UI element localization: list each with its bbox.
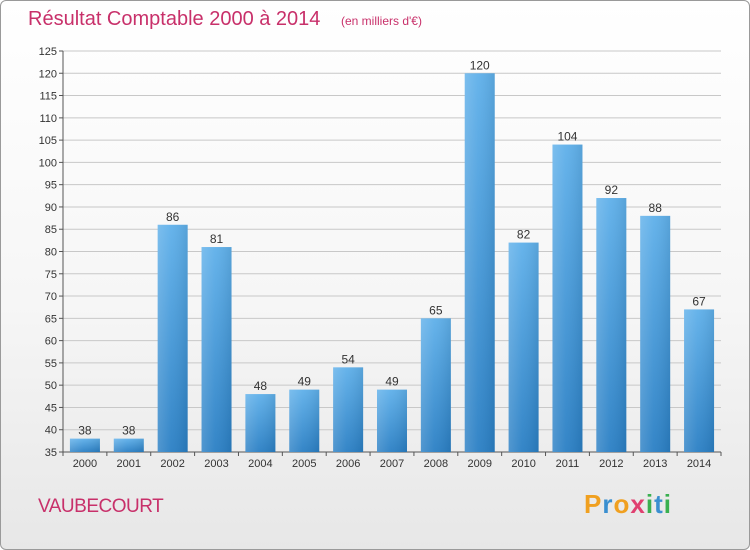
- bar-shine: [640, 215, 671, 452]
- y-tick-label: 100: [39, 157, 57, 169]
- bar-shine: [464, 73, 495, 453]
- x-tick-label: 2012: [599, 458, 623, 470]
- y-tick-label: 50: [45, 380, 57, 392]
- x-tick-label: 2011: [556, 458, 580, 470]
- x-tick-label: 2006: [336, 458, 360, 470]
- y-tick-label: 45: [45, 402, 57, 414]
- data-label: 120: [470, 58, 490, 72]
- logo-letter: r: [602, 489, 614, 519]
- x-tick-label: 2004: [248, 458, 272, 470]
- data-label: 38: [122, 424, 136, 438]
- x-tick-label: 2007: [380, 458, 404, 470]
- bar-shine: [69, 438, 100, 452]
- x-tick-label: 2010: [511, 458, 535, 470]
- data-label: 49: [385, 375, 399, 389]
- data-label: 67: [692, 294, 706, 308]
- data-label: 54: [341, 352, 355, 366]
- x-tick-label: 2003: [204, 458, 228, 470]
- proxiti-logo: Proxiti: [584, 489, 672, 520]
- chart-title: Résultat Comptable 2000 à 2014: [28, 8, 321, 30]
- bar-shine: [508, 242, 539, 452]
- y-tick-label: 90: [45, 202, 57, 214]
- commune-name: VAUBECOURT: [38, 496, 164, 517]
- x-tick-label: 2013: [643, 458, 667, 470]
- data-label: 88: [649, 201, 663, 215]
- y-tick-label: 115: [39, 91, 57, 103]
- y-tick-label: 70: [45, 291, 57, 303]
- chart-subtitle: (en milliers d'€): [341, 14, 422, 28]
- bar-shine: [420, 318, 451, 452]
- y-tick-label: 35: [45, 447, 57, 459]
- y-tick-label: 125: [39, 46, 57, 58]
- bar-shine: [289, 389, 320, 452]
- bar-shine: [201, 247, 232, 452]
- y-tick-label: 105: [39, 135, 57, 147]
- logo-letter: t: [654, 489, 664, 519]
- bar-shine: [157, 224, 188, 452]
- logo-letter: i: [663, 489, 672, 519]
- logo-letter: P: [584, 489, 603, 519]
- data-label: 48: [254, 379, 268, 393]
- logo-letter: x: [630, 489, 646, 519]
- y-tick-label: 85: [45, 224, 57, 236]
- data-label: 104: [557, 130, 577, 144]
- y-tick-label: 110: [39, 113, 57, 125]
- bar-shine: [377, 389, 407, 452]
- x-tick-label: 2005: [292, 458, 316, 470]
- y-tick-label: 80: [45, 247, 57, 259]
- data-label: 86: [166, 210, 180, 224]
- y-tick-label: 120: [39, 68, 57, 80]
- x-tick-label: 2014: [687, 458, 711, 470]
- x-tick-label: 2009: [467, 458, 491, 470]
- bar-shine: [552, 144, 583, 453]
- y-tick-label: 95: [45, 180, 57, 192]
- bar-shine: [245, 394, 276, 452]
- data-label: 92: [605, 183, 619, 197]
- data-label: 65: [429, 303, 443, 317]
- bar-shine: [113, 438, 144, 452]
- bar-shine: [684, 309, 715, 452]
- bar-shine: [333, 367, 364, 452]
- y-tick-label: 60: [45, 336, 57, 348]
- x-tick-label: 2000: [73, 458, 97, 470]
- y-tick-label: 75: [45, 269, 57, 281]
- data-label: 49: [298, 375, 312, 389]
- y-tick-label: 55: [45, 358, 57, 370]
- data-label: 38: [78, 424, 92, 438]
- x-tick-label: 2001: [117, 458, 141, 470]
- data-label: 82: [517, 228, 531, 242]
- bar-shine: [596, 198, 627, 452]
- x-tick-label: 2008: [424, 458, 448, 470]
- x-tick-label: 2002: [160, 458, 184, 470]
- y-tick-label: 65: [45, 313, 57, 325]
- data-label: 81: [210, 232, 224, 246]
- logo-letter: o: [613, 489, 631, 519]
- logo-letter: i: [645, 489, 655, 519]
- y-tick-label: 40: [45, 425, 57, 437]
